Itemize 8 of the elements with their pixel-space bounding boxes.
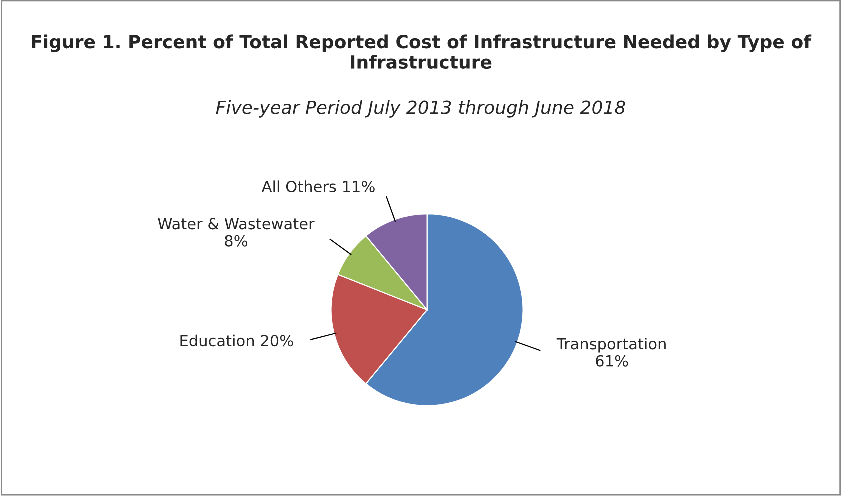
- data-label: 61%: [596, 355, 628, 367]
- slice-label: Water & Wastewater: [158, 218, 315, 230]
- slice-label: Transportation: [556, 338, 666, 353]
- slice-label: All Others 11%: [262, 180, 375, 193]
- slice-label: Education 20%: [180, 334, 294, 347]
- chart-title: Figure 1. Percent of Total Reported Cost of Infrastructure Needed by Type of Infrastructure: [32, 34, 812, 70]
- data-label: 8%: [225, 235, 248, 247]
- chart-subtitle: Five-year Period July 2013 through June 2018: [216, 100, 626, 118]
